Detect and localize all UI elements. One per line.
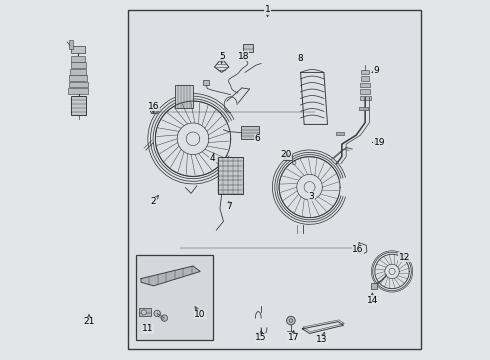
Text: 16: 16 bbox=[352, 246, 364, 255]
Text: 6: 6 bbox=[255, 134, 260, 143]
Text: 2: 2 bbox=[151, 197, 156, 206]
Circle shape bbox=[287, 316, 295, 325]
Bar bbox=[359, 107, 368, 110]
Text: 20: 20 bbox=[281, 150, 292, 159]
Circle shape bbox=[161, 315, 168, 321]
Bar bbox=[139, 309, 151, 316]
Bar bbox=[218, 157, 243, 194]
Bar bbox=[70, 69, 87, 75]
Text: 11: 11 bbox=[143, 324, 154, 333]
Bar bbox=[136, 255, 213, 339]
Text: 18: 18 bbox=[238, 52, 249, 61]
Bar bbox=[71, 62, 86, 68]
Bar bbox=[203, 80, 209, 85]
Bar bbox=[69, 82, 88, 87]
Circle shape bbox=[154, 310, 160, 317]
Text: 7: 7 bbox=[226, 202, 232, 211]
Text: 10: 10 bbox=[195, 310, 206, 319]
Bar bbox=[71, 96, 86, 116]
Bar bbox=[243, 44, 253, 51]
Bar bbox=[361, 76, 369, 81]
Bar bbox=[360, 89, 370, 94]
Text: 21: 21 bbox=[83, 317, 95, 326]
Text: 8: 8 bbox=[298, 54, 303, 63]
Bar bbox=[361, 70, 369, 74]
Text: 13: 13 bbox=[317, 335, 328, 344]
Bar bbox=[70, 75, 87, 81]
Text: 12: 12 bbox=[399, 253, 410, 262]
Bar bbox=[361, 83, 370, 87]
Bar bbox=[69, 88, 88, 94]
Bar bbox=[360, 96, 370, 100]
Text: 19: 19 bbox=[374, 138, 385, 147]
Text: 16: 16 bbox=[148, 102, 159, 111]
Text: 5: 5 bbox=[219, 52, 224, 61]
Text: 9: 9 bbox=[373, 66, 379, 75]
Text: 14: 14 bbox=[367, 296, 378, 305]
Bar bbox=[337, 132, 344, 135]
Bar bbox=[242, 126, 259, 139]
Bar bbox=[71, 46, 85, 53]
Text: 15: 15 bbox=[255, 333, 267, 342]
Bar bbox=[371, 283, 377, 289]
Circle shape bbox=[141, 310, 147, 315]
Bar bbox=[69, 40, 73, 49]
Polygon shape bbox=[141, 266, 200, 286]
Bar bbox=[175, 85, 193, 108]
Text: 3: 3 bbox=[309, 192, 314, 201]
Text: 17: 17 bbox=[288, 333, 299, 342]
Text: 1: 1 bbox=[265, 5, 270, 14]
Bar bbox=[128, 10, 421, 348]
Text: 4: 4 bbox=[210, 154, 216, 163]
Bar bbox=[71, 56, 85, 62]
Bar bbox=[284, 154, 292, 160]
